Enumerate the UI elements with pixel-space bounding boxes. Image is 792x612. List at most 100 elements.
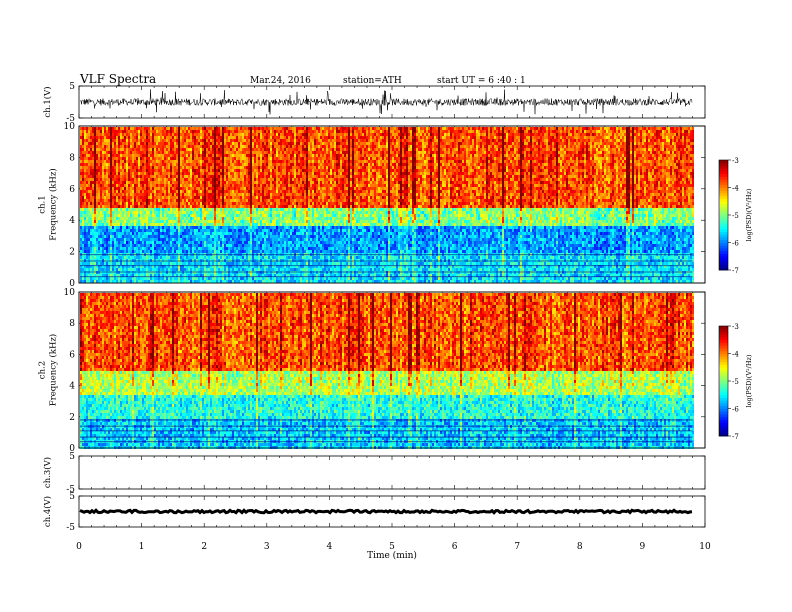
spectrogram-cell bbox=[390, 139, 392, 142]
spectrogram-cell bbox=[130, 133, 132, 136]
spectrogram-cell bbox=[276, 130, 278, 133]
spectrogram-cell bbox=[336, 139, 338, 142]
spectrogram-cell bbox=[108, 130, 110, 133]
spectrogram-cell bbox=[412, 127, 414, 130]
spectrogram-cell bbox=[338, 133, 340, 136]
spectrogram-cell bbox=[328, 127, 330, 130]
spectrogram-cell bbox=[564, 130, 566, 133]
spectrogram-cell bbox=[116, 127, 118, 130]
spectrogram-cell bbox=[98, 133, 100, 136]
spectrogram-cell bbox=[536, 127, 538, 130]
spectrogram-cell bbox=[456, 136, 458, 139]
spectrogram-cell bbox=[522, 136, 524, 139]
spectrogram-cell bbox=[652, 127, 654, 130]
spectrogram-cell bbox=[246, 136, 248, 139]
spectrogram-cell bbox=[222, 136, 224, 139]
spectrogram-cell bbox=[472, 136, 474, 139]
spectrogram-cell bbox=[232, 130, 234, 133]
spectrogram-cell bbox=[690, 133, 692, 136]
spectrogram-cell bbox=[616, 130, 618, 133]
spectrogram-cell bbox=[294, 139, 296, 142]
spectrogram-cell bbox=[362, 133, 364, 136]
spectrogram-cell bbox=[414, 139, 416, 142]
spectrogram-cell bbox=[626, 130, 628, 133]
spectrogram-cell bbox=[348, 130, 350, 133]
spectrogram-cell bbox=[316, 133, 318, 136]
spectrogram-cell bbox=[612, 127, 614, 130]
spectrogram-cell bbox=[428, 133, 430, 136]
spectrogram-cell bbox=[130, 127, 132, 130]
spectrogram-cell bbox=[230, 136, 232, 139]
spectrogram-cell bbox=[98, 130, 100, 133]
spectrogram-cell bbox=[658, 133, 660, 136]
spectrogram-cell bbox=[120, 130, 122, 133]
spectrogram-cell bbox=[300, 139, 302, 142]
spectrogram-cell bbox=[414, 136, 416, 139]
spectrogram-cell bbox=[636, 136, 638, 139]
spectrogram-cell bbox=[450, 136, 452, 139]
spectrogram-cell bbox=[504, 130, 506, 133]
spectrogram-cell bbox=[378, 130, 380, 133]
spectrogram-cell bbox=[266, 127, 268, 130]
spectrogram-cell bbox=[366, 133, 368, 136]
spectrogram-cell bbox=[310, 136, 312, 139]
spectrogram-cell bbox=[372, 136, 374, 139]
spectrogram-cell bbox=[394, 136, 396, 139]
spectrogram-cell bbox=[160, 127, 162, 130]
spectrogram-cell bbox=[428, 127, 430, 130]
spectrogram-cell bbox=[344, 127, 346, 130]
spectrogram-cell bbox=[292, 133, 294, 136]
spectrogram-cell bbox=[498, 130, 500, 133]
spectrogram-cell bbox=[682, 136, 684, 139]
spectrogram-cell bbox=[476, 127, 478, 130]
y-tick-label: 5 bbox=[69, 82, 75, 92]
spectrogram-cell bbox=[390, 130, 392, 133]
spectrogram-cell bbox=[502, 127, 504, 130]
spectrogram-cell bbox=[474, 130, 476, 133]
spectrogram-cell bbox=[658, 127, 660, 130]
spectrogram-cell bbox=[394, 139, 396, 142]
spectrogram-cell bbox=[102, 127, 104, 130]
spectrogram-cell bbox=[160, 133, 162, 136]
spectrogram-cell bbox=[422, 136, 424, 139]
spectrogram-cell bbox=[238, 130, 240, 133]
spectrogram-cell bbox=[580, 136, 582, 139]
spectrogram-cell bbox=[100, 133, 102, 136]
spectrogram-cell bbox=[344, 133, 346, 136]
spectrogram-cell bbox=[500, 136, 502, 139]
spectrogram-cell bbox=[244, 130, 246, 133]
spectrogram-cell bbox=[400, 130, 402, 133]
spectrogram-cell bbox=[114, 127, 116, 130]
spectrogram-cell bbox=[286, 139, 288, 142]
spectrogram-cell bbox=[478, 136, 480, 139]
spectrogram-cell bbox=[688, 127, 690, 130]
spectrogram-cell bbox=[226, 136, 228, 139]
spectrogram-cell bbox=[580, 133, 582, 136]
spectrogram-cell bbox=[312, 130, 314, 133]
spectrogram-cell bbox=[248, 139, 250, 142]
spectrogram-cell bbox=[460, 136, 462, 139]
spectrogram-cell bbox=[330, 136, 332, 139]
spectrogram-cell bbox=[668, 127, 670, 130]
spectrogram-cell bbox=[564, 136, 566, 139]
spectrogram-cell bbox=[236, 136, 238, 139]
spectrogram-cell bbox=[322, 139, 324, 142]
spectrogram-cell bbox=[234, 130, 236, 133]
spectrogram-cell bbox=[264, 127, 266, 130]
spectrogram-cell bbox=[110, 139, 112, 142]
spectrogram-cell bbox=[420, 127, 422, 130]
spectrogram-cell bbox=[462, 136, 464, 139]
spectrogram-cell bbox=[284, 136, 286, 139]
spectrogram-cell bbox=[356, 139, 358, 142]
spectrogram-cell bbox=[340, 139, 342, 142]
spectrogram-cell bbox=[676, 130, 678, 133]
spectrogram-cell bbox=[580, 130, 582, 133]
spectrogram-cell bbox=[236, 133, 238, 136]
spectrogram-cell bbox=[184, 127, 186, 130]
spectrogram-cell bbox=[456, 127, 458, 130]
spectrogram-cell bbox=[220, 136, 222, 139]
spectrogram-cell bbox=[544, 127, 546, 130]
spectrogram-cell bbox=[630, 136, 632, 139]
spectrogram-cell bbox=[232, 133, 234, 136]
spectrogram-cell bbox=[360, 139, 362, 142]
